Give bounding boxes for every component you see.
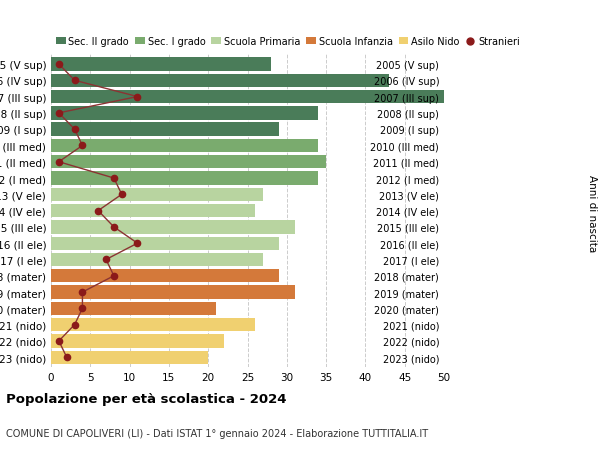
Bar (51, 74, 389, 88)
Bar (51, 188, 263, 202)
Bar (51, 58, 271, 72)
Bar (51, 237, 279, 250)
Bar (51, 123, 279, 136)
Bar (51, 221, 295, 234)
Text: COMUNE DI CAPOLIVERI (LI) - Dati ISTAT 1° gennaio 2024 - Elaborazione TUTTITALIA: COMUNE DI CAPOLIVERI (LI) - Dati ISTAT 1… (6, 428, 428, 438)
Bar (51, 204, 256, 218)
Bar (51, 351, 208, 364)
Text: Popolazione per età scolastica - 2024: Popolazione per età scolastica - 2024 (6, 392, 287, 405)
Bar (51, 286, 295, 299)
Bar (51, 253, 263, 267)
Bar (51, 172, 318, 185)
Bar (51, 156, 326, 169)
Bar (51, 318, 256, 331)
Bar (51, 302, 216, 315)
Legend: Sec. II grado, Sec. I grado, Scuola Primaria, Scuola Infanzia, Asilo Nido, Stran: Sec. II grado, Sec. I grado, Scuola Prim… (56, 37, 520, 47)
Bar (51, 335, 224, 348)
Bar (51, 91, 444, 104)
Bar (51, 107, 318, 120)
Text: Anni di nascita: Anni di nascita (587, 175, 597, 252)
Bar (51, 140, 318, 153)
Bar (51, 269, 279, 283)
